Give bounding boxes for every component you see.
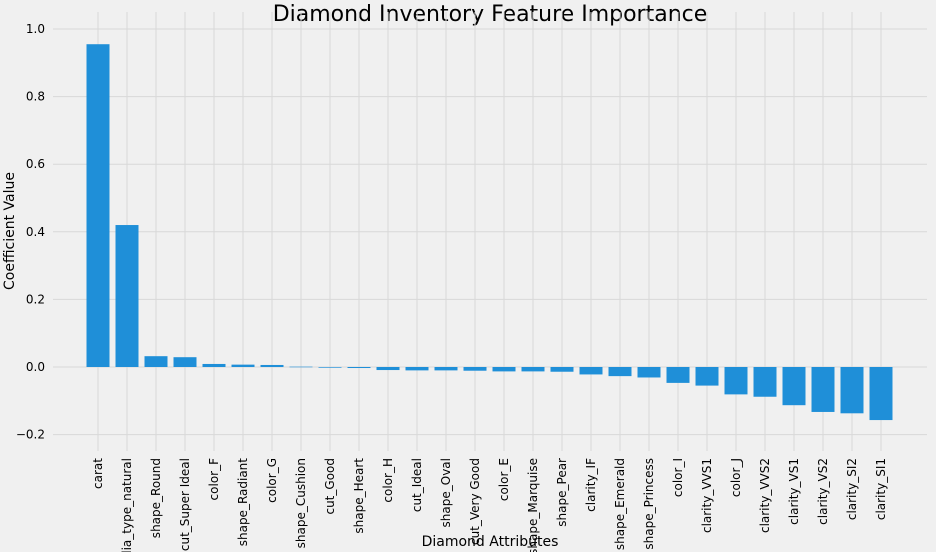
x-tick-label: color_J [729, 458, 743, 497]
bar [666, 367, 690, 383]
bar [86, 44, 110, 368]
x-tick-label: shape_Emerald [613, 458, 627, 550]
x-tick-label: shape_Oval [439, 458, 453, 527]
bar [318, 367, 342, 368]
bar [811, 367, 835, 412]
bar [347, 367, 371, 369]
bar [434, 367, 458, 371]
x-tick-label: color_I [671, 458, 685, 497]
x-tick-label: cut_Super Ideal [178, 458, 192, 551]
y-axis-title: Coefficient Value [2, 172, 18, 290]
bar [637, 367, 661, 378]
x-tick-label: clarity_VVS2 [758, 458, 772, 533]
x-axis-title: Diamond Attributes [422, 534, 559, 550]
bar [289, 366, 313, 368]
bar [550, 367, 574, 372]
x-tick-label: clarity_SI1 [874, 458, 888, 520]
bar [724, 367, 748, 395]
x-tick-label: clarity_VVS1 [700, 458, 714, 533]
x-tick-label: color_F [207, 458, 221, 501]
bar [463, 367, 487, 371]
x-tick-label: shape_Heart [352, 458, 366, 534]
x-tick-label: color_H [381, 458, 395, 503]
y-tick-label: 0.2 [26, 292, 45, 306]
bar [115, 225, 139, 367]
bar [202, 363, 226, 367]
bar [840, 367, 864, 414]
x-tick-label: shape_Cushion [294, 458, 308, 548]
bar [173, 357, 197, 367]
bar [753, 367, 777, 397]
bar [492, 367, 516, 372]
bar [869, 367, 893, 421]
bars [86, 44, 893, 421]
bar [231, 364, 255, 367]
x-tick-label: dia_type_natural [120, 458, 134, 552]
y-tick-label: 1.0 [26, 22, 45, 36]
x-tick-label: cut_Ideal [410, 458, 424, 512]
bar [695, 367, 719, 386]
bar [144, 356, 168, 367]
x-tick-label: clarity_IF [584, 458, 598, 512]
y-tick-label: 0.6 [26, 157, 45, 171]
bar [608, 367, 632, 377]
x-tick-label: shape_Round [149, 458, 163, 538]
bar [405, 367, 429, 371]
x-tick-label: cut_Very Good [468, 458, 482, 545]
x-tick-label: shape_Princess [642, 458, 656, 550]
bar [260, 364, 284, 367]
bar [782, 367, 806, 406]
bar [579, 367, 603, 375]
y-axis-ticks: −0.2 0.0 0.2 0.4 0.6 0.8 1.0 [16, 22, 45, 442]
bar [376, 367, 400, 371]
y-tick-label: 0.4 [26, 225, 45, 239]
x-tick-label: carat [91, 458, 105, 489]
x-tick-label: shape_Marquise [526, 458, 540, 552]
x-axis-ticks: carat dia_type_natural shape_Round cut_Supe… [91, 458, 888, 552]
y-tick-label: −0.2 [16, 428, 45, 442]
chart-title: Diamond Inventory Feature Importance [273, 2, 708, 27]
x-tick-label: shape_Pear [555, 458, 569, 527]
bar [521, 367, 545, 372]
x-tick-label: shape_Radiant [236, 458, 250, 547]
y-tick-label: 0.8 [26, 90, 45, 104]
x-tick-label: color_E [497, 458, 511, 501]
x-tick-label: clarity_VS2 [816, 458, 830, 525]
x-tick-label: cut_Good [323, 458, 337, 515]
x-tick-label: clarity_VS1 [787, 458, 801, 525]
x-tick-label: color_G [265, 458, 279, 503]
x-tick-label: clarity_SI2 [845, 458, 859, 520]
y-tick-label: 0.0 [26, 360, 45, 374]
